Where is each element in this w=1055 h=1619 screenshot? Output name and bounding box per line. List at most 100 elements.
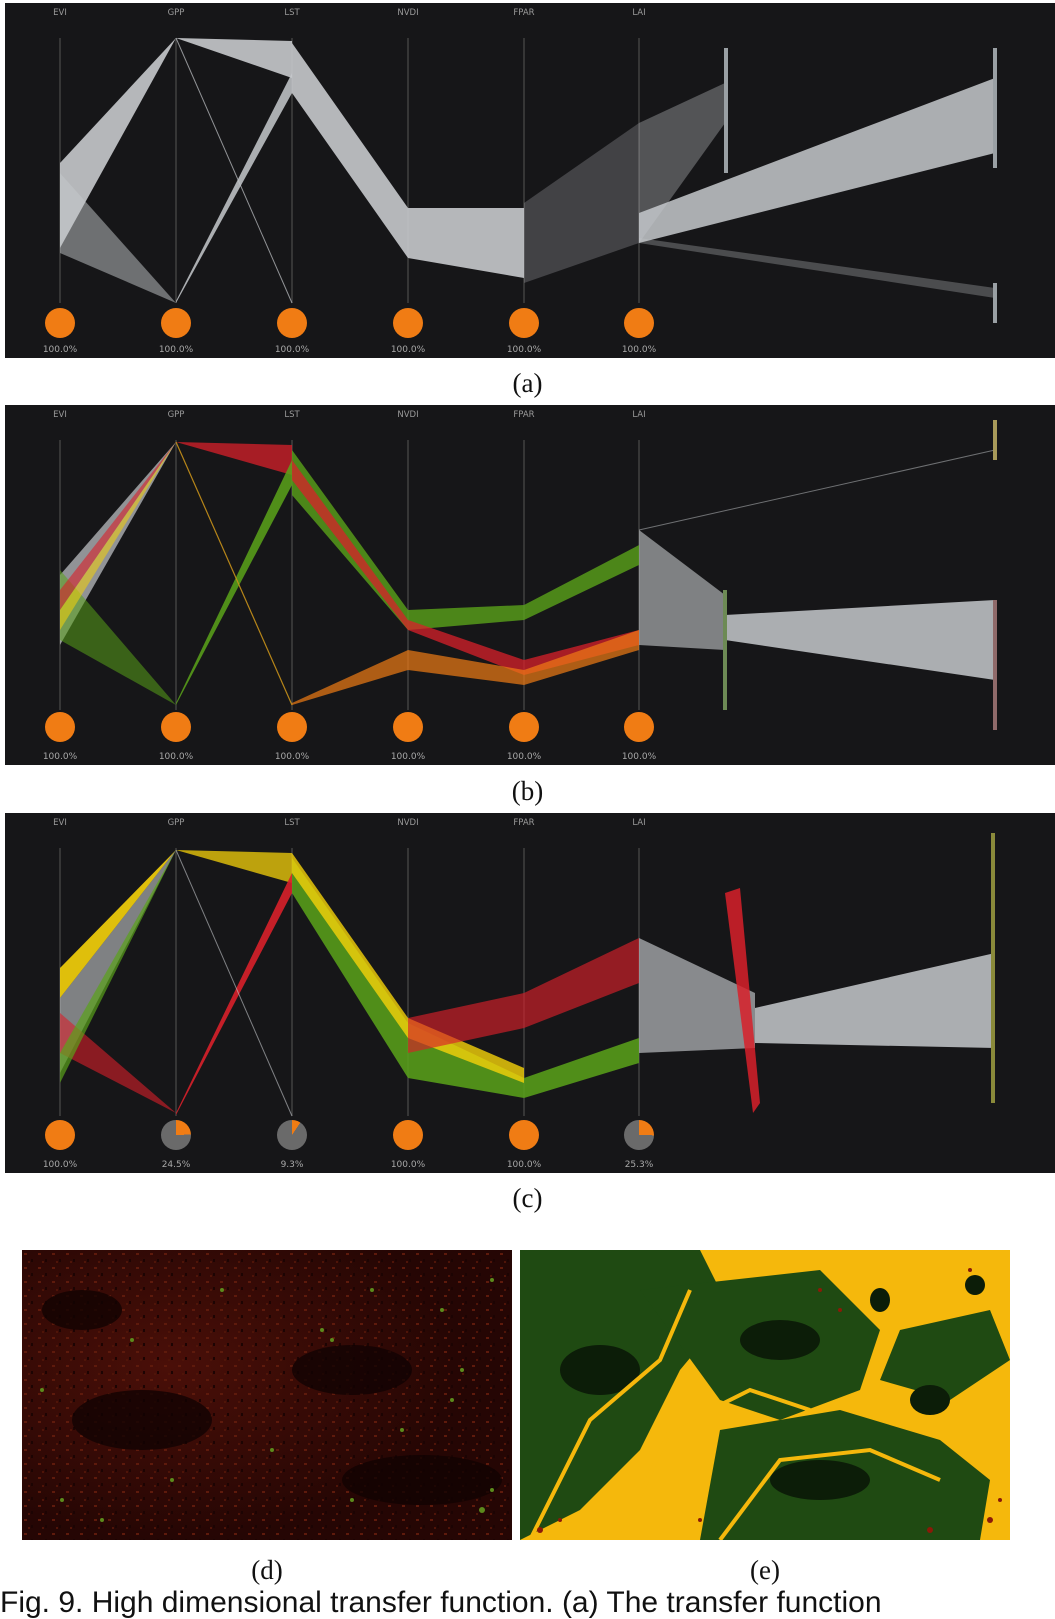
gray-band — [639, 78, 995, 243]
axis-percent-lst: 100.0% — [274, 345, 310, 355]
axis-percent-evi: 100.0% — [42, 1160, 78, 1170]
axis-percent-lst: 9.3% — [280, 1160, 304, 1170]
scatter-column — [993, 48, 997, 168]
axis-selection-pie-lai[interactable] — [624, 1120, 654, 1150]
axis-label-fpar: FPAR — [513, 8, 535, 18]
figure-caption-text: Fig. 9. High dimensional transfer functi… — [0, 1586, 882, 1619]
axis-label-lst: LST — [284, 410, 300, 420]
red-band — [292, 460, 639, 675]
red-band — [408, 938, 639, 1053]
axis-percent-lst: 100.0% — [274, 752, 310, 762]
gray-band — [60, 173, 176, 303]
axis-label-nvdi: NVDI — [397, 410, 419, 420]
map-e-image — [520, 1250, 1010, 1540]
axis-percent-fpar: 100.0% — [506, 345, 542, 355]
pcp-panel-c: EVI 100.0% GPP 24.5% LST 9.3% NVDI 100.0% FPAR 10… — [5, 813, 1055, 1173]
gray-band — [725, 600, 995, 680]
pcp-plot-b — [59, 420, 997, 730]
axis-label-lai: LAI — [632, 410, 646, 420]
axis-percent-fpar: 100.0% — [506, 752, 542, 762]
axis-selection-pie-fpar[interactable] — [509, 1120, 539, 1150]
caption-e: (e) — [750, 1555, 780, 1585]
scatter-column — [991, 833, 995, 1103]
axis-percent-evi: 100.0% — [42, 752, 78, 762]
gray-band — [755, 953, 995, 1048]
axis-label-evi: EVI — [53, 8, 67, 18]
axis-selection-pie-nvdi[interactable] — [393, 712, 423, 742]
axis-percent-fpar: 100.0% — [506, 1160, 542, 1170]
axis-selection-pie-evi[interactable] — [45, 1120, 75, 1150]
gray-band — [176, 73, 292, 303]
axis-label-lst: LST — [284, 8, 300, 18]
axis-selection-pie-lai[interactable] — [624, 308, 654, 338]
axis-label-gpp: GPP — [167, 410, 185, 420]
caption-b: (b) — [511, 776, 544, 806]
scatter-column — [993, 420, 997, 460]
axis-label-evi: EVI — [53, 818, 67, 828]
axis-label-nvdi: NVDI — [397, 818, 419, 828]
scatter-column — [723, 590, 727, 710]
gray-band — [639, 238, 995, 298]
green-band — [292, 858, 639, 1098]
yellow-band — [60, 442, 176, 630]
axis-percent-nvdi: 100.0% — [390, 345, 426, 355]
orange-line — [175, 441, 293, 706]
axis-label-gpp: GPP — [167, 818, 185, 828]
axis-percent-gpp: 24.5% — [161, 1160, 191, 1170]
gray-band — [639, 83, 725, 243]
axis-selection-pie-evi[interactable] — [45, 308, 75, 338]
scatter-column — [993, 283, 997, 323]
pcp-plot-c — [59, 833, 995, 1117]
axis-selection-pie-gpp[interactable] — [161, 712, 191, 742]
gray-band — [60, 38, 176, 248]
axis-label-lai: LAI — [632, 8, 646, 18]
red-scatter-region — [725, 888, 760, 1113]
map-e — [520, 1250, 1010, 1540]
axis-label-lai: LAI — [632, 818, 646, 828]
axis-label-evi: EVI — [53, 410, 67, 420]
axis-label-fpar: FPAR — [513, 818, 535, 828]
pcp-panel-a: EVI 100.0% GPP 100.0% LST 100.0% NVDI 100.0% FPA… — [5, 3, 1055, 358]
axis-selection-pie-nvdi[interactable] — [393, 1120, 423, 1150]
axis-percent-nvdi: 100.0% — [390, 1160, 426, 1170]
axis-selection-pie-fpar[interactable] — [509, 712, 539, 742]
gray-band — [292, 43, 524, 278]
gray-band — [639, 938, 755, 1053]
orange-band — [292, 630, 639, 705]
axis-selection-pie-gpp[interactable] — [161, 1120, 191, 1150]
map-d — [22, 1250, 512, 1540]
scatter-column — [724, 48, 728, 173]
axis-percent-lai: 25.3% — [624, 1160, 654, 1170]
axis-selection-pie-lai[interactable] — [624, 712, 654, 742]
pcp-panel-b: EVI 100.0% GPP 100.0% LST 100.0% NVDI 100.0% FPA… — [5, 405, 1055, 765]
axis-selection-pie-lst[interactable] — [277, 1120, 307, 1150]
axis-label-lst: LST — [284, 818, 300, 828]
gray-band — [176, 38, 292, 78]
axis-label-fpar: FPAR — [513, 410, 535, 420]
red-band — [60, 1013, 176, 1113]
gray-line — [638, 449, 996, 531]
axis-percent-gpp: 100.0% — [158, 752, 194, 762]
axis-selection-pie-lst[interactable] — [277, 712, 307, 742]
pcp-plot-a — [59, 37, 997, 323]
axis-percent-lai: 100.0% — [621, 752, 657, 762]
axis-selection-pie-evi[interactable] — [45, 712, 75, 742]
axis-selection-pie-fpar[interactable] — [509, 308, 539, 338]
red-band — [176, 442, 292, 475]
axis-percent-evi: 100.0% — [42, 345, 78, 355]
axis-label-nvdi: NVDI — [397, 8, 419, 18]
yellow-band — [176, 850, 292, 883]
gray-line — [175, 37, 293, 304]
green-band — [176, 460, 292, 705]
gray-band — [60, 442, 176, 645]
map-d-image — [22, 1250, 512, 1540]
axis-selection-pie-lst[interactable] — [277, 308, 307, 338]
gray-band — [639, 530, 725, 650]
caption-a: (a) — [512, 368, 543, 398]
gray-line — [175, 849, 293, 1117]
axis-selection-pie-gpp[interactable] — [161, 308, 191, 338]
green-band — [60, 850, 176, 1083]
axis-percent-gpp: 100.0% — [158, 345, 194, 355]
axis-selection-pie-nvdi[interactable] — [393, 308, 423, 338]
scatter-column — [993, 600, 997, 730]
